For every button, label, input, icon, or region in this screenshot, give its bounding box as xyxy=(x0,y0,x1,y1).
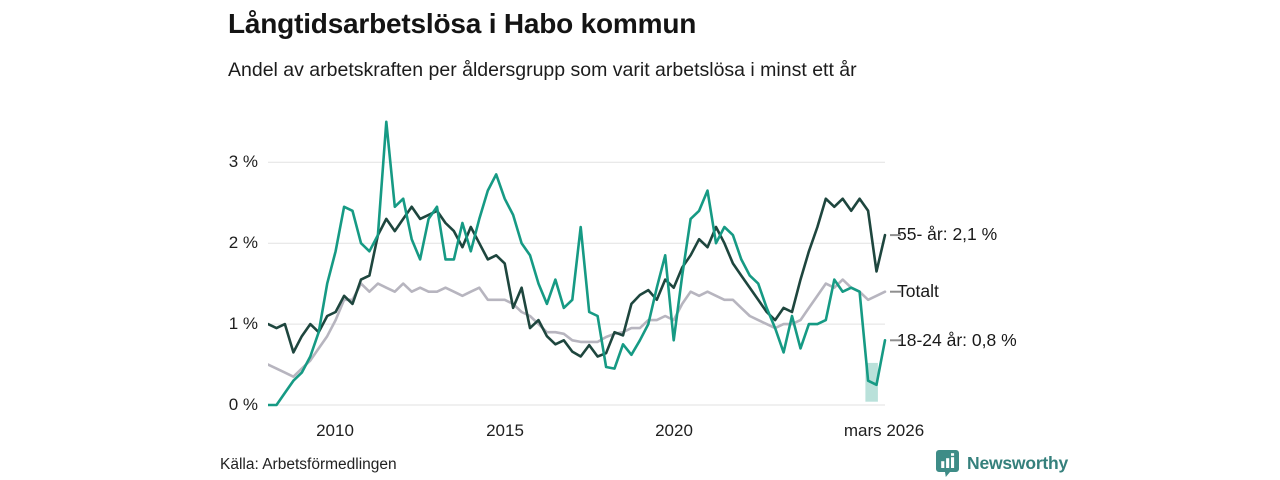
x-axis-tick-2015: 2015 xyxy=(486,421,524,440)
chart-title: Långtidsarbetslösa i Habo kommun xyxy=(228,8,697,39)
chart-subtitle: Andel av arbetskraften per åldersgrupp s… xyxy=(228,59,857,81)
series-label-totalt: Totalt xyxy=(897,281,939,301)
line-chart-canvas xyxy=(268,120,901,407)
x-axis-tick-2010: 2010 xyxy=(316,421,354,440)
newsworthy-brand-name: Newsworthy xyxy=(967,453,1069,473)
series-label-18-24-ar: 18-24 år: 0,8 % xyxy=(897,330,1017,350)
series-label-55-ar: 55- år: 2,1 % xyxy=(897,224,998,244)
y-axis-tick-0: 0 % xyxy=(228,395,258,414)
y-axis-tick-3: 3 % xyxy=(228,152,258,171)
x-axis-tick-mars-2026: mars 2026 xyxy=(843,421,925,440)
newsworthy-brand-link[interactable]: Newsworthy xyxy=(936,449,1068,478)
source-note: Källa: Arbetsförmedlingen xyxy=(220,456,397,473)
y-axis-tick-2: 2 % xyxy=(228,233,258,252)
newsworthy-bar-chart-icon xyxy=(936,450,959,477)
y-axis-tick-1: 1 % xyxy=(228,314,258,333)
x-axis-tick-2020: 2020 xyxy=(655,421,693,440)
